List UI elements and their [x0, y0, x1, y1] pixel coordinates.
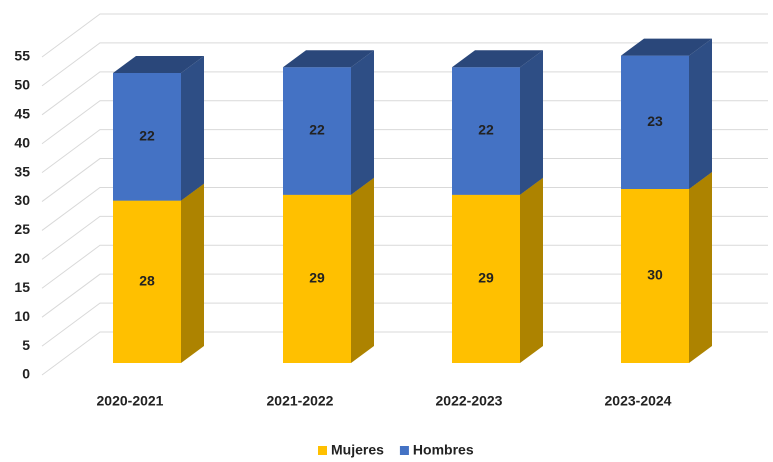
- y-tick-label: 45: [14, 106, 30, 122]
- bar-side: [520, 50, 543, 195]
- y-tick-label: 15: [14, 279, 30, 295]
- data-label: 29: [309, 270, 325, 286]
- x-tick-label: 2020-2021: [97, 393, 164, 409]
- grid-line: [41, 186, 768, 231]
- data-label: 28: [139, 273, 155, 289]
- y-tick-label: 20: [14, 250, 30, 266]
- bar-segment: [452, 194, 520, 363]
- grid-line: [41, 273, 768, 318]
- bar-segment: [621, 189, 689, 363]
- y-tick-label: 50: [14, 77, 30, 93]
- y-tick-label: 55: [14, 48, 30, 64]
- data-label: 23: [647, 113, 663, 129]
- grid-line: [41, 129, 768, 174]
- y-tick-label: 5: [22, 337, 30, 353]
- legend-swatch: [399, 446, 409, 455]
- bar-side: [181, 56, 204, 201]
- data-label: 29: [478, 270, 494, 286]
- data-label: 22: [139, 128, 155, 144]
- legend-swatch: [318, 446, 327, 455]
- x-tick-label: 2021-2022: [267, 393, 334, 409]
- y-tick-label: 10: [14, 308, 30, 324]
- bar-side: [351, 50, 374, 195]
- legend-label: Mujeres: [331, 442, 384, 458]
- bar-side: [181, 183, 204, 363]
- bar-side: [689, 38, 712, 189]
- bar-top: [283, 50, 374, 68]
- bar-segment: [113, 200, 181, 363]
- bar-top: [621, 38, 712, 56]
- data-label: 22: [478, 122, 494, 138]
- legend-label: Hombres: [413, 442, 474, 458]
- bar-side: [351, 177, 374, 363]
- bar-segment: [283, 67, 351, 195]
- grid-line: [41, 42, 768, 87]
- y-tick-label: 30: [14, 192, 30, 208]
- bar-segment: [283, 194, 351, 363]
- grid-line: [41, 215, 768, 260]
- bar-segment: [452, 67, 520, 195]
- grid-line: [41, 331, 768, 376]
- grid-line: [41, 244, 768, 289]
- grid-line: [41, 71, 768, 116]
- bar-side: [689, 172, 712, 363]
- bar-top: [452, 50, 543, 68]
- y-tick-label: 40: [14, 134, 30, 150]
- y-tick-label: 35: [14, 163, 30, 179]
- bar-segment: [113, 73, 181, 201]
- grid-line: [41, 13, 768, 58]
- grid-line: [41, 158, 768, 202]
- y-tick-label: 0: [22, 366, 30, 382]
- bar-side: [520, 177, 543, 363]
- y-tick-label: 25: [14, 221, 30, 237]
- bar-top: [113, 56, 204, 73]
- data-label: 30: [647, 267, 663, 283]
- data-label: 22: [309, 122, 325, 138]
- x-tick-label: 2022-2023: [436, 393, 503, 409]
- bar-segment: [621, 55, 689, 189]
- x-tick-label: 2023-2024: [605, 393, 672, 409]
- grid-line: [41, 100, 768, 145]
- grid-line: [41, 302, 768, 347]
